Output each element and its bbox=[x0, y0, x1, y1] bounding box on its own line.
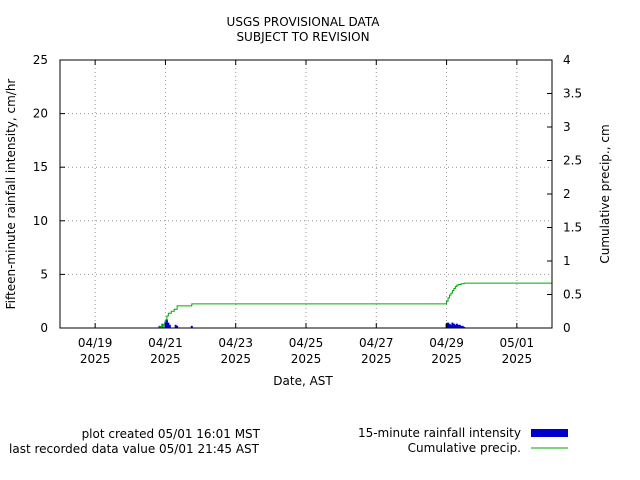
intensity-bar bbox=[452, 323, 455, 328]
x-tick-year-label: 2025 bbox=[431, 352, 462, 366]
intensity-bar bbox=[451, 322, 454, 328]
y2-axis-label: Cumulative precip., cm bbox=[598, 124, 612, 263]
axes: 051015202500.511.522.533.5404/19202504/2… bbox=[33, 53, 582, 366]
x-tick-label: 04/19 bbox=[78, 336, 113, 350]
plot-created-text: plot created 05/01 16:01 MST bbox=[82, 427, 261, 441]
intensity-bars bbox=[158, 319, 466, 328]
cumulative-line-group bbox=[60, 282, 552, 329]
x-tick-year-label: 2025 bbox=[502, 352, 533, 366]
intensity-bar bbox=[448, 323, 451, 328]
intensity-bar bbox=[454, 324, 457, 328]
intensity-bar bbox=[455, 323, 458, 328]
y-tick-label: 20 bbox=[33, 107, 48, 121]
legend-intensity-swatch bbox=[531, 429, 568, 437]
legend-intensity-label: 15-minute rainfall intensity bbox=[358, 426, 521, 440]
y2-tick-label: 2 bbox=[563, 187, 571, 201]
x-tick-label: 04/27 bbox=[359, 336, 394, 350]
y2-tick-label: 1.5 bbox=[563, 221, 582, 235]
y2-tick-label: 0.5 bbox=[563, 288, 582, 302]
x-tick-year-label: 2025 bbox=[291, 352, 322, 366]
x-tick-label: 04/29 bbox=[429, 336, 464, 350]
y2-tick-label: 3.5 bbox=[563, 87, 582, 101]
y-tick-label: 10 bbox=[33, 214, 48, 228]
intensity-bar bbox=[176, 325, 179, 328]
intensity-bar bbox=[460, 325, 463, 328]
x-tick-label: 04/25 bbox=[289, 336, 324, 350]
grid-lines bbox=[60, 60, 552, 328]
x-tick-year-label: 2025 bbox=[80, 352, 111, 366]
y2-tick-label: 2.5 bbox=[563, 154, 582, 168]
intensity-bar bbox=[461, 325, 464, 328]
intensity-bar bbox=[447, 322, 450, 328]
x-tick-label: 04/23 bbox=[218, 336, 253, 350]
intensity-bar bbox=[458, 324, 461, 328]
legend-cumulative-label: Cumulative precip. bbox=[408, 441, 521, 455]
x-tick-label: 05/01 bbox=[500, 336, 535, 350]
y-axis-label: Fifteen-minute rainfall intensity, cm/hr bbox=[4, 79, 18, 310]
intensity-bar bbox=[165, 319, 168, 328]
y-tick-label: 25 bbox=[33, 53, 48, 67]
intensity-bar bbox=[167, 322, 170, 328]
intensity-bar bbox=[457, 324, 460, 328]
x-tick-label: 04/21 bbox=[148, 336, 183, 350]
y-tick-label: 0 bbox=[40, 321, 48, 335]
y2-tick-label: 4 bbox=[563, 53, 571, 67]
chart-title-line-2: SUBJECT TO REVISION bbox=[236, 30, 369, 44]
x-tick-year-label: 2025 bbox=[361, 352, 392, 366]
y-tick-label: 5 bbox=[40, 267, 48, 281]
intensity-bar bbox=[174, 324, 177, 328]
x-tick-year-label: 2025 bbox=[220, 352, 251, 366]
y2-tick-label: 0 bbox=[563, 321, 571, 335]
y2-tick-label: 1 bbox=[563, 254, 571, 268]
intensity-bar bbox=[168, 324, 171, 328]
y-tick-label: 15 bbox=[33, 160, 48, 174]
chart-title-line-1: USGS PROVISIONAL DATA bbox=[227, 15, 381, 29]
intensity-bar bbox=[190, 325, 193, 328]
intensity-bar bbox=[449, 324, 452, 328]
y2-tick-label: 3 bbox=[563, 120, 571, 134]
cumulative-precip-line bbox=[60, 282, 552, 329]
intensity-bar bbox=[463, 326, 466, 328]
last-recorded-text: last recorded data value 05/01 21:45 AST bbox=[9, 442, 260, 456]
x-axis-label: Date, AST bbox=[273, 374, 333, 388]
x-tick-year-label: 2025 bbox=[150, 352, 181, 366]
